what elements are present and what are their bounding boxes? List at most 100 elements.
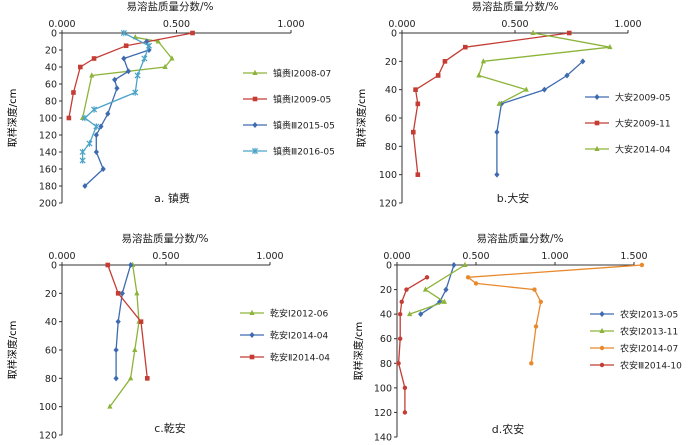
series-qian-an-0 [107,261,142,409]
data-point [93,132,99,138]
y-tick-label: 20 [45,289,57,300]
series-line [84,41,150,187]
y-axis-title: 取样深度/cm [6,321,19,380]
legend-label: 大安2009-11 [615,118,671,130]
legend-marker [249,309,255,315]
data-point [66,115,72,121]
data-point [532,287,537,292]
data-point [113,347,119,353]
chart-title: 易溶盐质量分数/% [121,232,208,245]
data-point [114,85,120,92]
series-qian-an-1 [113,262,134,382]
legend-marker [252,96,258,102]
series-line [109,264,140,408]
legend-item: 乾安Ⅰ2014-04 [240,330,329,342]
chart-panel-nong-an: 易溶盐质量分数/% 0.000 0.500 1.000 1.500 0 20 40 60 80 10… [352,232,682,444]
data-point [465,275,471,280]
y-tick-label: 120 [379,199,397,210]
data-point [121,55,127,62]
legend-item: 镇赉Ⅲ2015-05 [243,120,335,132]
series-line [420,264,455,315]
data-point [607,43,613,50]
y-tick-label: 200 [39,199,57,210]
legend-marker [251,147,259,155]
series-line [68,32,193,119]
legend-marker [252,69,258,75]
chart-panel-zhenlai: 易溶盐质量分数/% 0.000 0.500 1.000 0 20 40 60 80 100 120 1… [6,0,335,210]
x-tick-label: 0.500 [163,19,190,30]
y-tick-label: 100 [379,170,397,181]
data-point [107,403,113,409]
legend-label: 农安Ⅰ2014-07 [620,343,678,355]
y-tick-label: 20 [45,46,57,57]
series-da-an-2 [476,29,613,106]
legend-item: 镇赉Ⅰ2008-07 [243,68,331,80]
x-tick-label: 0.500 [152,251,179,262]
x-tick-label: 0.000 [383,251,410,262]
data-point [541,86,547,93]
data-point [105,262,111,268]
data-point [115,291,121,296]
data-point [402,410,408,415]
series-line [412,32,570,175]
data-point [144,376,150,381]
legend-item: 农安Ⅰ2013-11 [590,326,678,338]
series-line [496,60,584,175]
data-point [79,148,86,156]
series-zhenlai-2 [82,38,152,189]
data-point [402,385,408,391]
panel-caption: b.大安 [497,191,529,205]
panel-caption: c.乾安 [154,421,186,435]
legend-label: 镇赉Ⅰ2009-05 [273,94,331,106]
x-tick-label: 1.500 [620,251,647,262]
legend-item: 大安2014-04 [585,144,671,156]
legend-item: 乾安Ⅱ2014-04 [240,352,330,364]
y-axis-title: 取样深度/cm [6,89,19,148]
data-point [523,86,529,92]
y-tick-label: 120 [374,408,392,419]
data-point [134,72,141,79]
legend-label: 乾安Ⅱ2014-04 [270,352,330,364]
data-point [120,29,127,37]
legend-item: 大安2009-11 [585,118,671,130]
y-tick-label: 40 [385,85,397,96]
series-nong-an-2 [465,262,645,366]
y-axis-title: 取样深度/cm [355,89,368,148]
x-tick-label: 1.000 [256,251,283,262]
legend-marker [594,120,600,126]
series-line [409,264,466,315]
data-point [141,55,148,62]
y-tick-label: 60 [45,346,57,357]
legend-label: 农安Ⅲ2014-10 [620,360,682,372]
data-point [415,172,421,177]
data-point [462,44,468,50]
data-point [162,63,168,69]
series-line [81,32,150,161]
data-point [155,38,161,44]
legend-item: 农安Ⅰ2013-05 [590,309,678,321]
y-tick-label: 140 [39,148,57,159]
data-point [105,110,111,117]
legend-item: 农安Ⅲ2014-10 [590,360,682,372]
data-point [397,311,403,317]
series-qian-an-2 [105,262,150,381]
legend-item: 农安Ⅰ2014-07 [590,343,678,355]
series-da-an-1 [411,30,572,177]
data-point [79,157,86,164]
legend-item: 大安2009-05 [585,92,671,104]
data-point [169,55,175,61]
series-nong-an-0 [418,262,457,318]
series-line [81,36,173,119]
legend-label: 大安2009-05 [615,92,671,104]
data-point [93,149,99,155]
y-tick-label: 0 [51,29,57,40]
y-tick-label: 40 [45,317,57,328]
data-point [123,43,129,49]
y-tick-label: 0 [51,261,57,272]
x-tick-label: 0.500 [501,19,528,30]
legend-marker [599,362,605,368]
data-point [529,361,534,366]
legend-label: 大安2014-04 [615,144,671,156]
legend-marker [599,345,605,351]
y-tick-label: 100 [39,114,57,125]
